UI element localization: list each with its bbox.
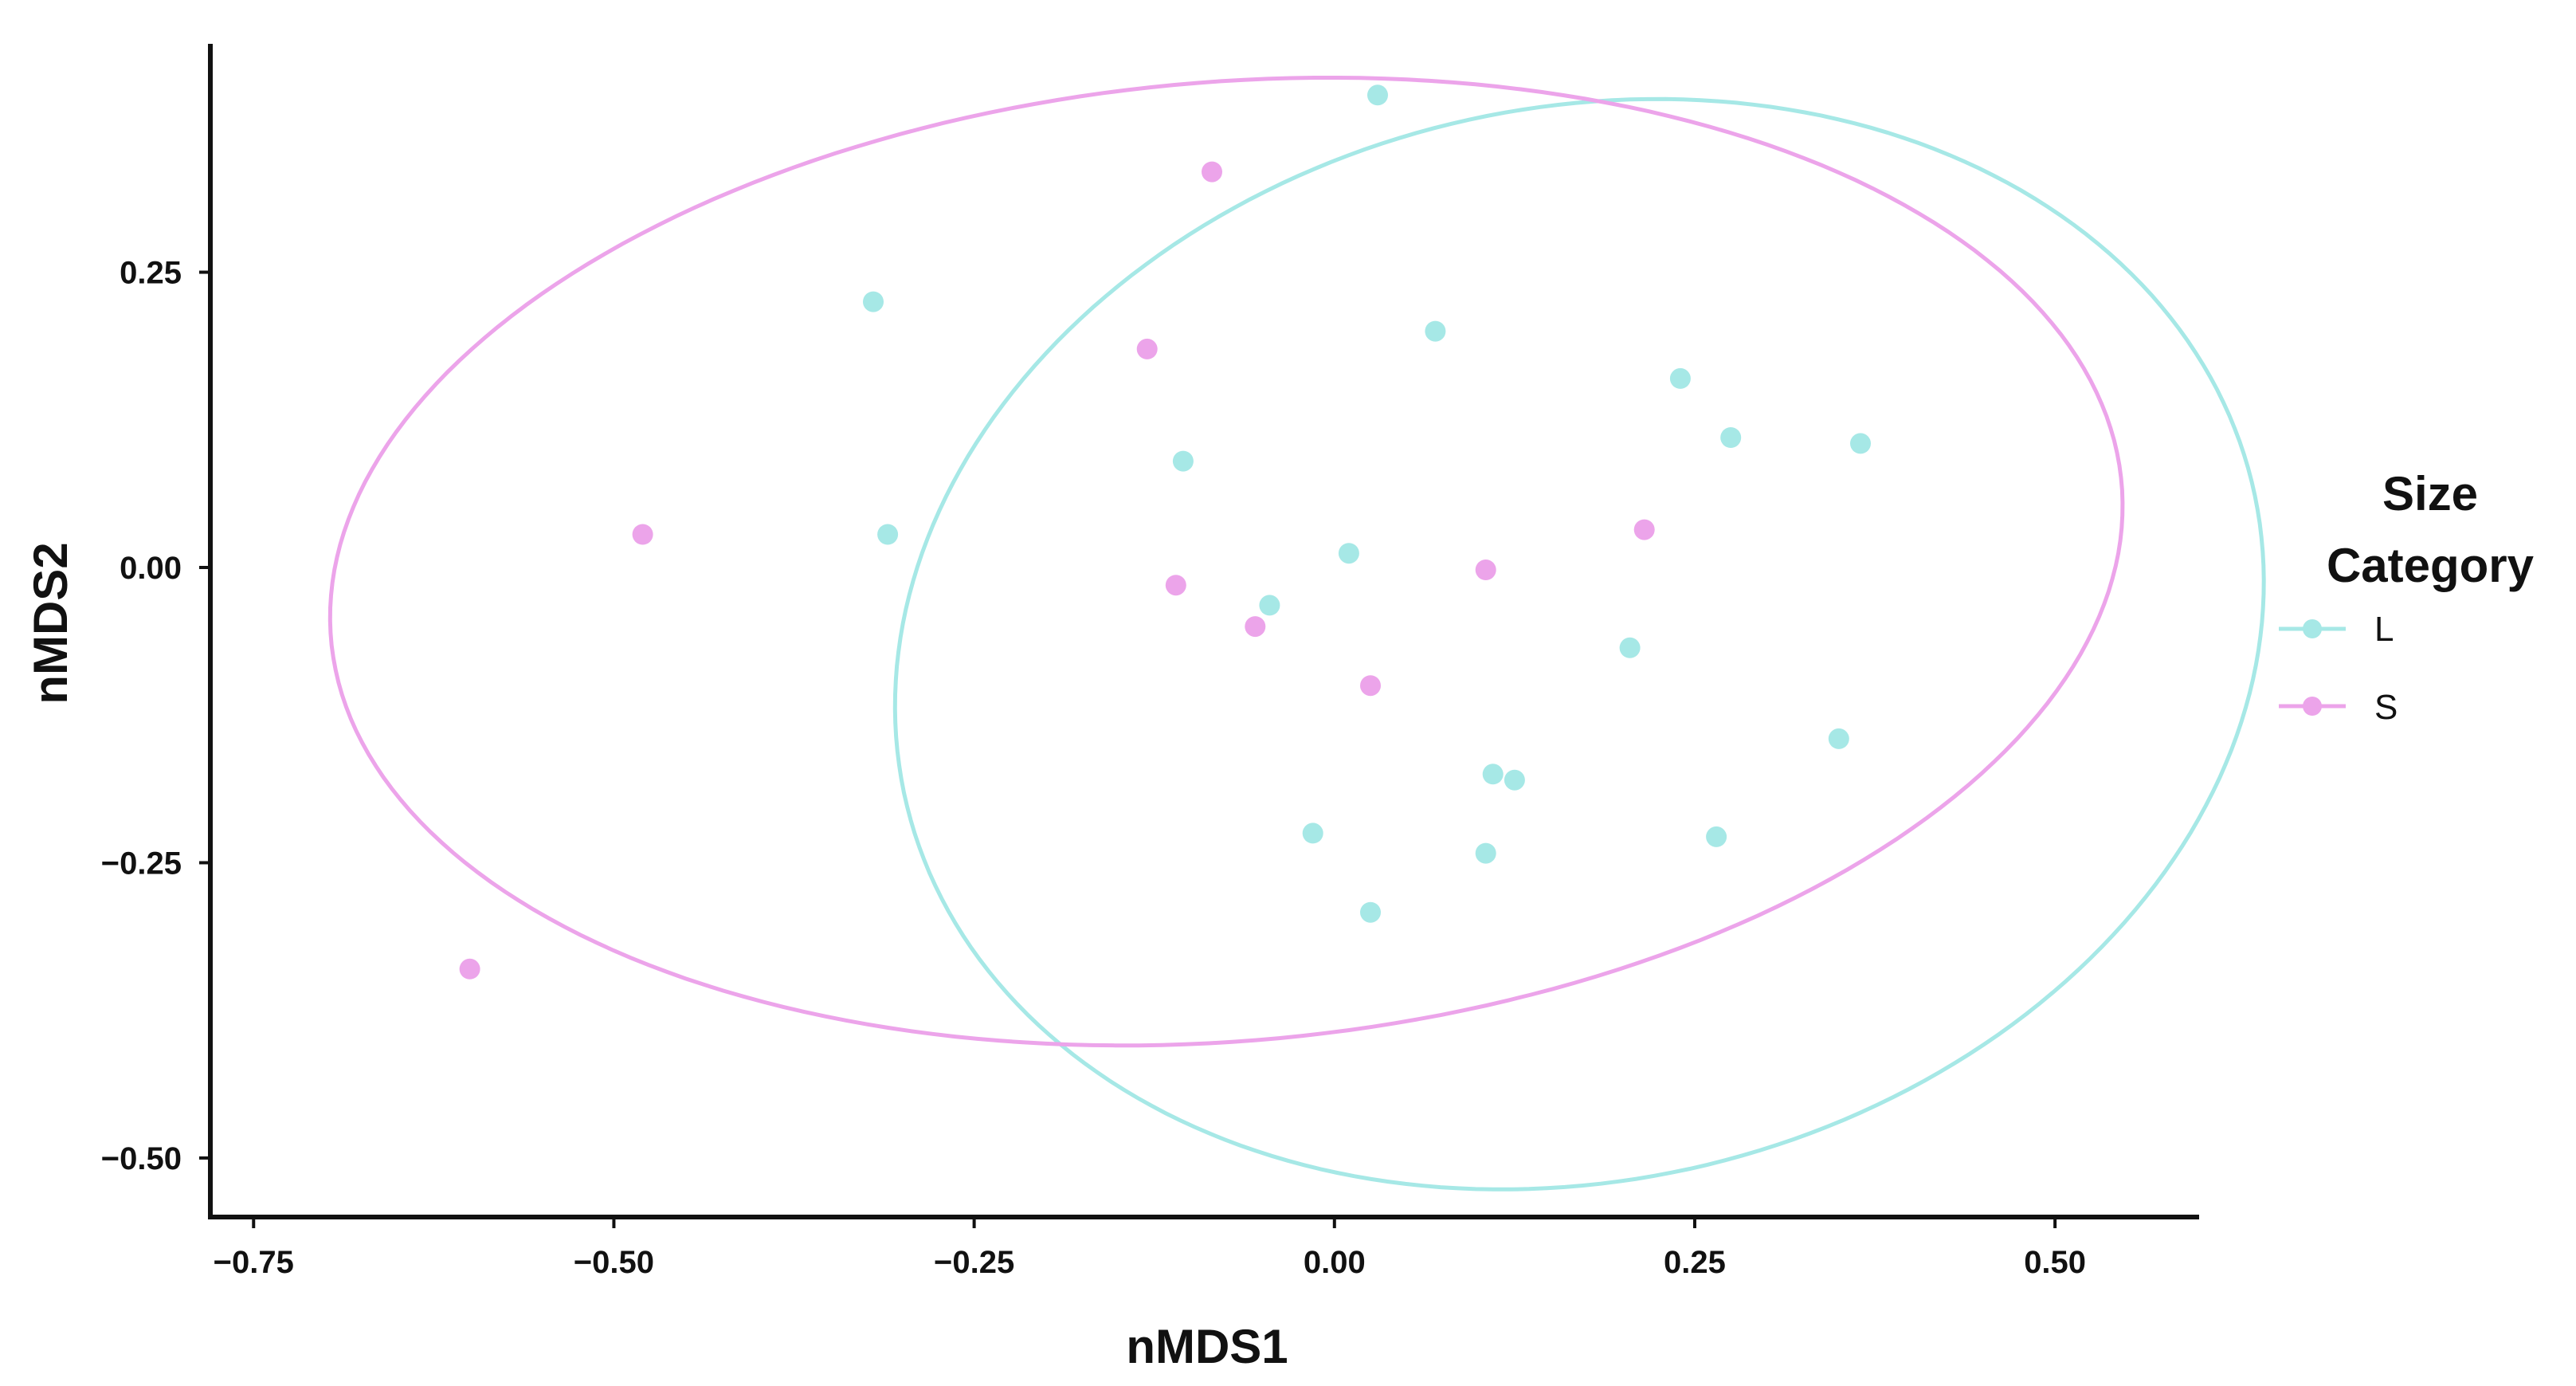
point-l-2 bbox=[1425, 320, 1446, 342]
y-axis-title: nMDS2 bbox=[24, 542, 77, 704]
point-s-0 bbox=[1202, 161, 1222, 183]
legend-item-s: S bbox=[2279, 688, 2398, 727]
point-l-16 bbox=[1475, 842, 1496, 864]
y-tick-label: −0.25 bbox=[101, 846, 182, 881]
legend-key-point-s bbox=[2303, 697, 2322, 716]
point-l-6 bbox=[1172, 450, 1194, 472]
x-tick-label: 0.50 bbox=[2024, 1245, 2086, 1280]
point-l-9 bbox=[1259, 595, 1280, 616]
x-tick-label: −0.25 bbox=[934, 1245, 1014, 1280]
point-s-5 bbox=[1165, 575, 1186, 596]
point-l-14 bbox=[1302, 823, 1323, 844]
ellipse-s bbox=[327, 76, 2125, 1048]
x-tick-label: 0.25 bbox=[1664, 1245, 1726, 1280]
point-l-7 bbox=[877, 524, 899, 545]
point-l-0 bbox=[1367, 84, 1388, 106]
y-tick-label: 0.25 bbox=[120, 256, 182, 291]
y-tick-label: −0.50 bbox=[101, 1141, 182, 1176]
legend-label-s: S bbox=[2374, 688, 2398, 727]
legend-key-point-l bbox=[2303, 619, 2322, 638]
point-l-13 bbox=[1504, 769, 1525, 791]
point-s-6 bbox=[1245, 616, 1266, 638]
point-s-2 bbox=[632, 524, 653, 545]
legend-title-line-2: Category bbox=[2327, 539, 2535, 592]
legend-item-l: L bbox=[2279, 610, 2394, 649]
point-l-11 bbox=[1828, 728, 1849, 749]
x-ticks: −0.75 −0.50 −0.25 0.00 0.25 0.50 bbox=[214, 1217, 2086, 1280]
legend: Size Category L S bbox=[2279, 467, 2535, 727]
point-l-10 bbox=[1619, 637, 1641, 658]
point-l-5 bbox=[1850, 433, 1871, 454]
point-l-17 bbox=[1360, 901, 1381, 923]
y-tick-label: 0.00 bbox=[120, 551, 182, 586]
point-s-8 bbox=[459, 958, 480, 980]
legend-title-line-1: Size bbox=[2382, 467, 2478, 520]
ellipse-l bbox=[892, 96, 2266, 1192]
x-tick-label: −0.75 bbox=[214, 1245, 294, 1280]
point-s-4 bbox=[1475, 560, 1496, 580]
point-l-12 bbox=[1482, 764, 1504, 785]
x-tick-label: 0.00 bbox=[1304, 1245, 1366, 1280]
point-s-1 bbox=[1136, 338, 1158, 359]
point-l-15 bbox=[1706, 826, 1727, 847]
point-s-3 bbox=[1633, 519, 1655, 540]
ellipse-layer bbox=[327, 76, 2266, 1192]
y-ticks: 0.25 0.00 −0.25 −0.50 bbox=[101, 256, 210, 1176]
point-l-3 bbox=[1669, 367, 1691, 389]
x-tick-label: −0.50 bbox=[574, 1245, 654, 1280]
point-layer bbox=[459, 84, 1871, 980]
point-l-8 bbox=[1338, 543, 1359, 564]
x-axis-title: nMDS1 bbox=[1126, 1320, 1288, 1373]
legend-label-l: L bbox=[2374, 610, 2394, 649]
point-s-7 bbox=[1360, 675, 1381, 697]
point-l-4 bbox=[1720, 427, 1742, 448]
point-l-1 bbox=[863, 291, 884, 312]
